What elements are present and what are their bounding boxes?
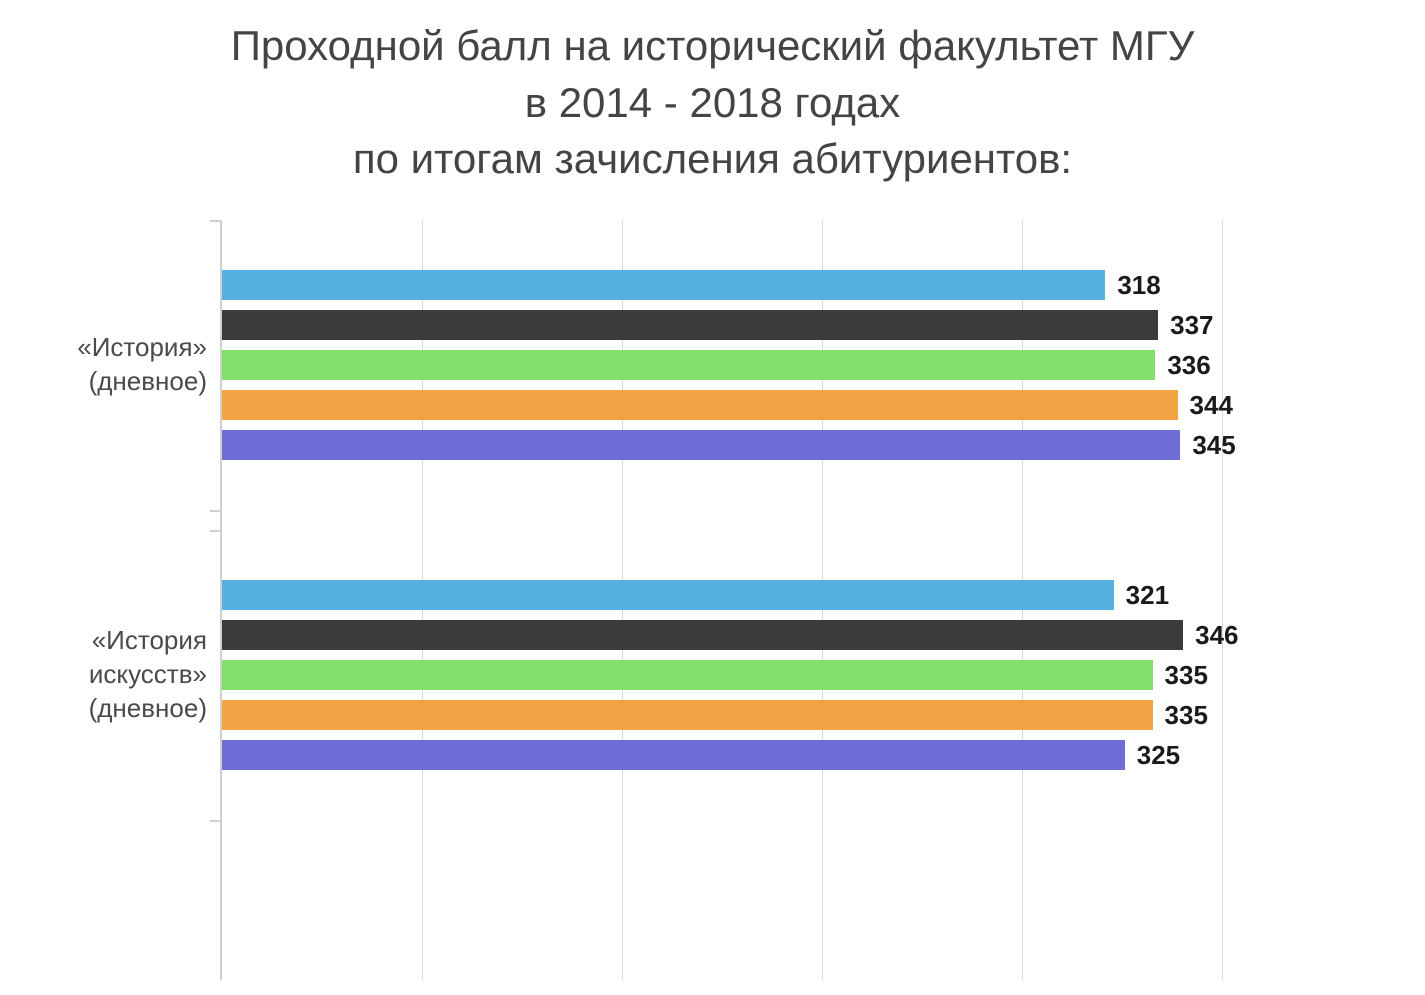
y-axis-labels: «История»(дневное) «Историяискусств»(днев…: [40, 220, 215, 980]
bar: [222, 310, 1158, 340]
axis-tick: [210, 510, 222, 512]
title-line-3: по итогам зачисления абитуриентов:: [0, 131, 1425, 188]
bar-value-label: 346: [1195, 620, 1238, 651]
bar-value-label: 325: [1137, 740, 1180, 771]
bar-value-label: 335: [1165, 660, 1208, 691]
bar-value-label: 337: [1170, 310, 1213, 341]
title-line-2: в 2014 - 2018 годах: [0, 75, 1425, 132]
axis-tick: [210, 530, 222, 532]
category-label: «Историяискусств»(дневное): [37, 624, 207, 725]
plot-area: 318337336344345321346335335325: [220, 220, 1222, 980]
bar: [222, 740, 1125, 770]
bar: [222, 580, 1114, 610]
gridline: [1222, 220, 1223, 980]
axis-tick: [210, 220, 222, 222]
axis-tick: [210, 820, 222, 822]
bar: [222, 700, 1153, 730]
chart-area: «История»(дневное) «Историяискусств»(днев…: [40, 220, 1360, 980]
bar-value-label: 321: [1126, 580, 1169, 611]
bar: [222, 350, 1155, 380]
bar-value-label: 318: [1117, 270, 1160, 301]
bar: [222, 660, 1153, 690]
bar: [222, 430, 1180, 460]
bar-value-label: 336: [1167, 350, 1210, 381]
bar-value-label: 345: [1192, 430, 1235, 461]
bar: [222, 390, 1178, 420]
bar: [222, 270, 1105, 300]
bar: [222, 620, 1183, 650]
title-line-1: Проходной балл на исторический факультет…: [0, 18, 1425, 75]
bar-value-label: 344: [1190, 390, 1233, 421]
chart-title: Проходной балл на исторический факультет…: [0, 0, 1425, 188]
category-label: «История»(дневное): [37, 331, 207, 399]
bar-value-label: 335: [1165, 700, 1208, 731]
